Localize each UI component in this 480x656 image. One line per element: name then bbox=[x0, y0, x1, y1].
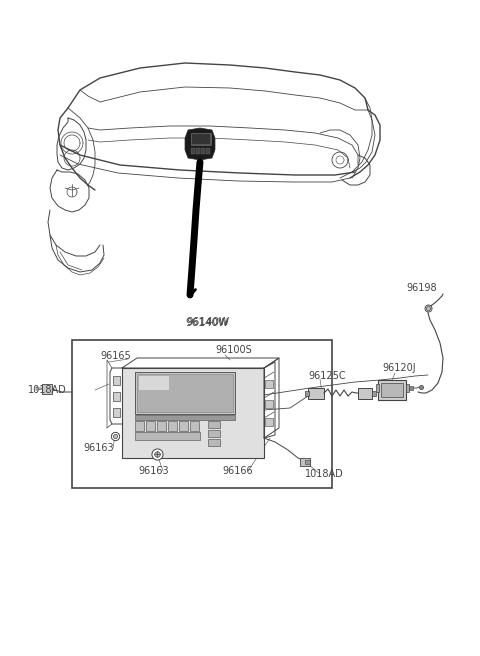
Text: 96140W: 96140W bbox=[186, 317, 229, 327]
Text: 96100S: 96100S bbox=[215, 345, 252, 355]
Bar bbox=[72, 340, 332, 488]
Bar bbox=[157, 421, 166, 431]
Bar bbox=[122, 368, 264, 458]
Bar bbox=[208, 439, 220, 446]
Text: 96163: 96163 bbox=[138, 466, 168, 476]
Bar bbox=[376, 384, 379, 392]
Bar bbox=[135, 372, 235, 414]
Text: 96163: 96163 bbox=[83, 443, 114, 453]
Bar bbox=[135, 415, 235, 420]
Bar bbox=[179, 421, 188, 431]
Text: 96120J: 96120J bbox=[382, 363, 416, 373]
Bar bbox=[300, 458, 310, 466]
Bar bbox=[201, 148, 205, 154]
Bar bbox=[135, 421, 144, 431]
Bar bbox=[113, 392, 120, 401]
Bar bbox=[372, 391, 376, 396]
Bar bbox=[208, 430, 220, 437]
Text: 1018AD: 1018AD bbox=[305, 469, 344, 479]
Bar bbox=[192, 134, 210, 144]
Bar bbox=[137, 374, 233, 412]
Text: 96125C: 96125C bbox=[308, 371, 346, 381]
Text: 1018AD: 1018AD bbox=[28, 385, 67, 395]
Bar bbox=[305, 391, 309, 396]
Polygon shape bbox=[185, 128, 215, 160]
Bar bbox=[206, 148, 210, 154]
Bar bbox=[190, 421, 199, 431]
Bar bbox=[196, 148, 200, 154]
Bar bbox=[265, 380, 273, 388]
Bar bbox=[135, 432, 200, 440]
Bar bbox=[381, 383, 403, 397]
Bar bbox=[42, 384, 52, 394]
Bar bbox=[191, 133, 211, 145]
Bar bbox=[358, 388, 372, 399]
Bar bbox=[409, 386, 413, 390]
Text: 96166: 96166 bbox=[222, 466, 252, 476]
Bar bbox=[113, 408, 120, 417]
Text: 96140W: 96140W bbox=[185, 318, 228, 328]
Bar bbox=[378, 380, 406, 400]
Bar bbox=[191, 148, 195, 154]
Bar bbox=[208, 421, 220, 428]
Text: 96165: 96165 bbox=[100, 351, 131, 361]
Bar bbox=[305, 460, 310, 464]
Bar bbox=[406, 384, 409, 392]
Bar bbox=[113, 376, 120, 385]
Bar bbox=[168, 421, 177, 431]
Bar bbox=[265, 400, 273, 408]
Bar bbox=[146, 421, 155, 431]
Bar bbox=[265, 418, 273, 426]
Text: 96198: 96198 bbox=[406, 283, 437, 293]
Bar bbox=[139, 376, 169, 390]
Bar bbox=[308, 388, 324, 399]
